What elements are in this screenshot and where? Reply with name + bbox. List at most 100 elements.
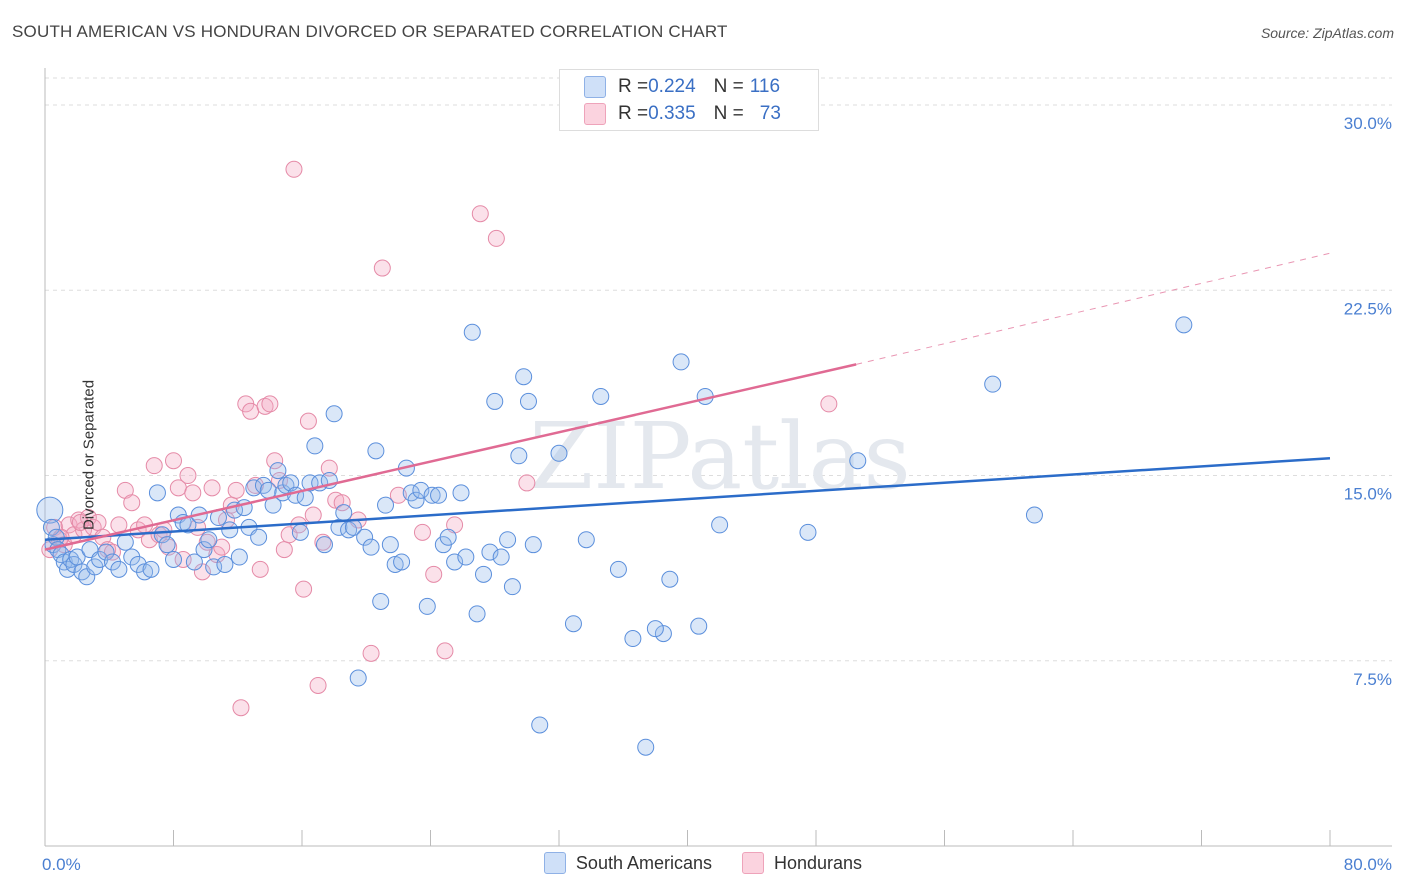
axes — [44, 68, 1392, 847]
south-american-point — [690, 617, 708, 635]
honduran-point — [165, 452, 182, 470]
south-american-points — [36, 316, 1193, 756]
south-american-point — [661, 570, 679, 588]
honduran-point — [314, 533, 332, 551]
source-label: Source: ZipAtlas.com — [1260, 25, 1394, 41]
south-american-point — [200, 531, 218, 549]
r-label: R = — [618, 76, 649, 97]
south-american-point — [503, 578, 521, 596]
legend-swatch-blue — [543, 852, 566, 874]
south-american-point — [452, 484, 470, 502]
honduran-point — [179, 467, 197, 485]
south-american-point — [216, 555, 234, 573]
trend-lines — [44, 252, 1331, 551]
honduran-point — [203, 479, 221, 497]
south-american-point — [430, 486, 448, 504]
south-american-point — [306, 437, 324, 455]
south-american-point — [550, 444, 568, 462]
south-american-point — [439, 528, 457, 546]
south-american-point — [564, 615, 582, 633]
honduran-trend-extension — [856, 252, 1331, 365]
south-american-point — [367, 442, 385, 460]
honduran-point — [304, 506, 322, 524]
honduran-point — [232, 699, 250, 717]
honduran-point — [309, 676, 327, 694]
r-value: 0.224 — [648, 76, 696, 97]
honduran-point — [140, 531, 158, 549]
south-american-point — [1025, 506, 1043, 524]
south-american-point — [42, 518, 60, 536]
south-american-point — [519, 392, 537, 410]
honduran-point — [389, 486, 407, 504]
south-american-point — [230, 548, 248, 566]
south-american-point — [423, 486, 441, 504]
south-american-point — [412, 481, 430, 499]
south-american-point — [463, 323, 481, 341]
tick-labels: 7.5% 15.0% 22.5% 30.0% 0.0% 80.0% — [42, 114, 1392, 874]
south-american-point — [515, 368, 533, 386]
south-american-point — [195, 541, 213, 559]
honduran-trend-line — [44, 363, 857, 551]
south-american-point — [393, 553, 411, 571]
south-american-point — [325, 405, 343, 423]
honduran-point — [251, 560, 269, 578]
south-american-point — [349, 669, 367, 687]
x-tick-label: 80.0% — [1344, 855, 1392, 874]
south-american-point — [165, 550, 182, 568]
south-american-point — [158, 536, 176, 554]
r-value: 0.335 — [648, 103, 696, 124]
honduran-point — [145, 457, 163, 475]
south-american-point — [36, 496, 64, 524]
south-american-point — [531, 716, 549, 734]
south-american-point — [250, 528, 268, 546]
south-american-point — [457, 548, 475, 566]
south-american-point — [245, 479, 263, 497]
correlation-legend: R = 0.224 N = 116 R = 0.335 N = 73 — [559, 69, 819, 131]
legend-item-hondurans[interactable]: Hondurans — [742, 852, 862, 874]
honduran-point — [174, 550, 192, 568]
south-american-point — [577, 531, 595, 549]
grid-lines — [45, 77, 1392, 662]
south-american-point — [799, 523, 817, 541]
legend-label: Hondurans — [774, 852, 863, 873]
south-american-point — [407, 491, 425, 509]
south-american-point — [711, 516, 729, 534]
n-label: N = — [713, 103, 744, 124]
south-american-point — [475, 565, 493, 583]
south-american-point — [624, 630, 642, 648]
watermark: ZIPatlas — [529, 403, 910, 510]
honduran-point — [242, 402, 260, 420]
south-american-point — [481, 543, 499, 561]
south-american-point — [499, 531, 517, 549]
south-american-point — [637, 738, 655, 756]
south-american-point — [510, 447, 528, 465]
honduran-point — [71, 513, 89, 531]
y-tick-label: 15.0% — [1344, 485, 1392, 504]
south-american-point — [205, 558, 223, 576]
south-american-point — [315, 536, 333, 554]
y-tick-label: 7.5% — [1353, 670, 1392, 689]
south-american-trend-line — [44, 456, 1331, 541]
south-american-point — [418, 597, 436, 615]
south-american-point — [381, 536, 399, 554]
south-american-point — [1175, 316, 1193, 334]
honduran-point — [299, 412, 317, 430]
honduran-point — [123, 494, 141, 512]
n-label: N = — [713, 76, 744, 97]
honduran-point — [295, 580, 313, 598]
south-american-point — [672, 353, 690, 371]
honduran-point — [320, 459, 338, 477]
south-american-point — [486, 392, 504, 410]
honduran-point — [256, 397, 274, 415]
legend-item-south-americans[interactable]: South Americans — [543, 852, 712, 874]
legend-label: South Americans — [575, 852, 712, 873]
y-tick-label: 30.0% — [1344, 114, 1392, 133]
legend-row-hondurans: R = 0.335 N = 73 — [584, 102, 781, 126]
honduran-point — [213, 538, 231, 556]
n-value: 116 — [749, 76, 781, 97]
south-american-point — [984, 375, 1002, 393]
south-american-point — [259, 481, 277, 499]
south-american-point — [291, 523, 309, 541]
honduran-point — [373, 259, 391, 277]
south-american-point — [646, 620, 664, 638]
